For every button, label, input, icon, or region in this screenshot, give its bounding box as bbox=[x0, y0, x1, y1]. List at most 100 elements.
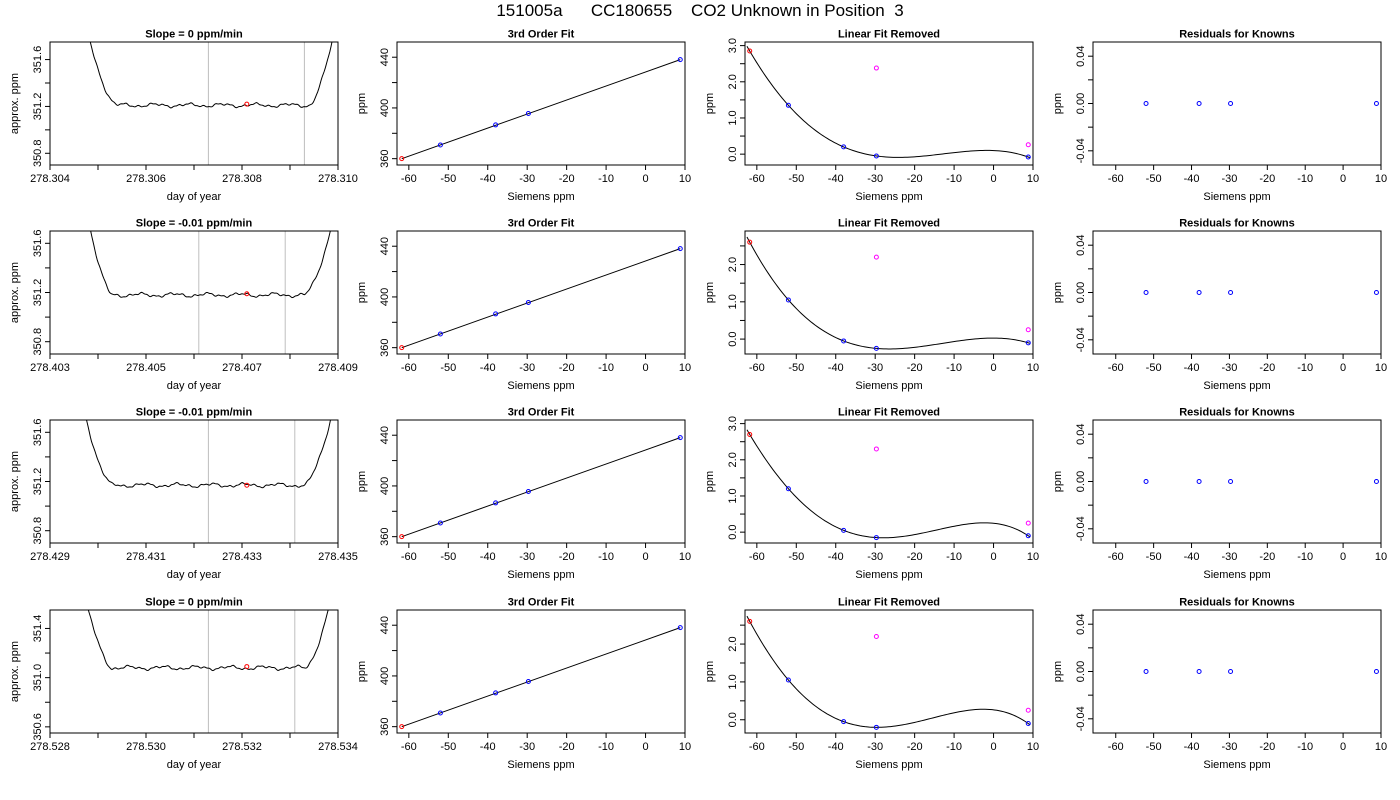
panel-r4c1: Slope = 0 ppm/min 278.528 278.530 278.532 27… bbox=[9, 597, 358, 772]
x-axis-label: day of year bbox=[167, 759, 222, 771]
y-tick-label: 350.8 bbox=[32, 328, 44, 356]
x-tick-label: 0 bbox=[990, 362, 996, 374]
x-tick-label: -40 bbox=[1184, 741, 1200, 753]
x-tick-label: 278.407 bbox=[222, 362, 262, 374]
plot-frame bbox=[1092, 41, 1382, 166]
data-point-blue bbox=[493, 311, 499, 317]
x-tick-label: -60 bbox=[401, 741, 417, 753]
x-tick-label: 10 bbox=[679, 362, 691, 374]
x-tick-label: -60 bbox=[749, 362, 765, 374]
data-trace bbox=[89, 42, 333, 109]
x-tick-label: -40 bbox=[1184, 551, 1200, 563]
x-tick-label: -50 bbox=[1146, 173, 1162, 185]
y-tick-label: 2.0 bbox=[727, 74, 739, 89]
data-point-blue bbox=[525, 300, 531, 306]
fit-line bbox=[401, 437, 681, 538]
y-axis-label: ppm bbox=[356, 93, 368, 114]
x-tick-label: -20 bbox=[559, 551, 575, 563]
fit-line bbox=[401, 627, 681, 728]
data-point-blue bbox=[1143, 290, 1149, 295]
panel-r1c2: 3rd Order Fit -60 -50 -40 -30 -20 -10 0 10 360 400… bbox=[356, 29, 691, 204]
x-tick-label: -60 bbox=[1108, 362, 1124, 374]
data-point-blue bbox=[1196, 290, 1202, 295]
data-point-blue bbox=[873, 724, 879, 730]
data-point-magenta bbox=[1025, 327, 1031, 333]
panel-r2c2: 3rd Order Fit -60 -50 -40 -30 -20 -10 0 10 360 400… bbox=[356, 218, 691, 393]
x-tick-label: 10 bbox=[1375, 362, 1387, 374]
panel-title: Residuals for Knowns bbox=[1179, 597, 1295, 609]
x-axis-label: Siemens ppm bbox=[855, 191, 922, 203]
data-point-red bbox=[747, 618, 753, 624]
x-axis-label: Siemens ppm bbox=[1203, 759, 1270, 771]
y-tick-label: -0.04 bbox=[1075, 138, 1087, 163]
x-tick-label: 0 bbox=[1340, 173, 1346, 185]
data-point-magenta bbox=[1025, 142, 1031, 148]
x-tick-label: 278.435 bbox=[318, 551, 358, 563]
x-tick-label: 0 bbox=[1340, 551, 1346, 563]
x-tick-label: -60 bbox=[401, 551, 417, 563]
data-point-blue bbox=[677, 57, 683, 63]
panel-title: Linear Fit Removed bbox=[838, 218, 940, 230]
data-point-blue bbox=[1196, 101, 1202, 106]
data-point-blue bbox=[493, 690, 499, 696]
y-axis-label: ppm bbox=[1052, 93, 1064, 114]
data-point-red bbox=[399, 724, 405, 730]
y-tick-label: 360 bbox=[379, 338, 391, 356]
data-point-blue bbox=[1373, 669, 1379, 674]
y-tick-label: 351.6 bbox=[32, 419, 44, 447]
y-tick-label: 2.0 bbox=[727, 257, 739, 272]
y-tick-label: 0.04 bbox=[1075, 45, 1087, 66]
y-tick-label: 351.6 bbox=[32, 46, 44, 74]
panel-title: 3rd Order Fit bbox=[508, 218, 575, 230]
data-point-blue bbox=[437, 710, 443, 716]
data-point-blue bbox=[437, 142, 443, 148]
x-tick-label: -40 bbox=[1184, 173, 1200, 185]
x-tick-label: -40 bbox=[828, 551, 844, 563]
x-tick-label: 278.403 bbox=[30, 362, 70, 374]
y-tick-label: 351.2 bbox=[32, 279, 44, 307]
plot-data bbox=[746, 615, 1031, 730]
y-axis-label: ppm bbox=[1052, 471, 1064, 492]
data-point-blue bbox=[1228, 290, 1234, 295]
data-point-blue bbox=[1025, 721, 1031, 727]
x-tick-label: 10 bbox=[1027, 551, 1039, 563]
data-trace bbox=[90, 231, 331, 299]
panel-r1c4: Residuals for Knowns -60 -50 -40 -30 -20 -10 0 1… bbox=[1052, 29, 1387, 204]
x-tick-label: -60 bbox=[401, 173, 417, 185]
panel-title: 3rd Order Fit bbox=[508, 597, 575, 609]
x-tick-label: 278.530 bbox=[126, 741, 166, 753]
data-point-blue bbox=[437, 331, 443, 337]
panel-r2c4: Residuals for Knowns -60 -50 -40 -30 -20 -10 0 1… bbox=[1052, 218, 1387, 393]
panel-title: Slope = 0 ppm/min bbox=[145, 597, 243, 609]
plot-data bbox=[1143, 101, 1379, 106]
fit-curve bbox=[746, 429, 1031, 539]
x-tick-label: 278.306 bbox=[126, 173, 166, 185]
data-point-red bbox=[399, 156, 405, 162]
y-tick-label: 0.00 bbox=[1075, 282, 1087, 303]
y-tick-label: 0.0 bbox=[727, 331, 739, 346]
marker-point bbox=[244, 101, 250, 107]
plot-data bbox=[399, 57, 683, 162]
x-tick-label: -20 bbox=[1259, 362, 1275, 374]
panel-title: Linear Fit Removed bbox=[838, 407, 940, 419]
x-tick-label: -10 bbox=[1297, 173, 1313, 185]
x-tick-label: -10 bbox=[598, 741, 614, 753]
panel-title: Linear Fit Removed bbox=[838, 29, 940, 41]
data-point-blue bbox=[437, 520, 443, 526]
x-tick-label: 278.409 bbox=[318, 362, 358, 374]
x-tick-label: -20 bbox=[1259, 741, 1275, 753]
data-point-blue bbox=[1373, 101, 1379, 106]
data-point-blue bbox=[677, 625, 683, 631]
x-tick-label: 0 bbox=[990, 173, 996, 185]
x-tick-label: 10 bbox=[679, 741, 691, 753]
x-tick-label: -50 bbox=[440, 551, 456, 563]
y-axis-label: ppm bbox=[356, 471, 368, 492]
x-tick-label: -50 bbox=[788, 551, 804, 563]
x-axis-label: Siemens ppm bbox=[1203, 569, 1270, 581]
fit-line bbox=[401, 248, 681, 349]
y-tick-label: 350.6 bbox=[32, 713, 44, 741]
x-tick-label: -50 bbox=[440, 173, 456, 185]
x-axis-label: Siemens ppm bbox=[507, 191, 574, 203]
x-tick-label: -20 bbox=[907, 551, 923, 563]
x-tick-label: -60 bbox=[1108, 173, 1124, 185]
